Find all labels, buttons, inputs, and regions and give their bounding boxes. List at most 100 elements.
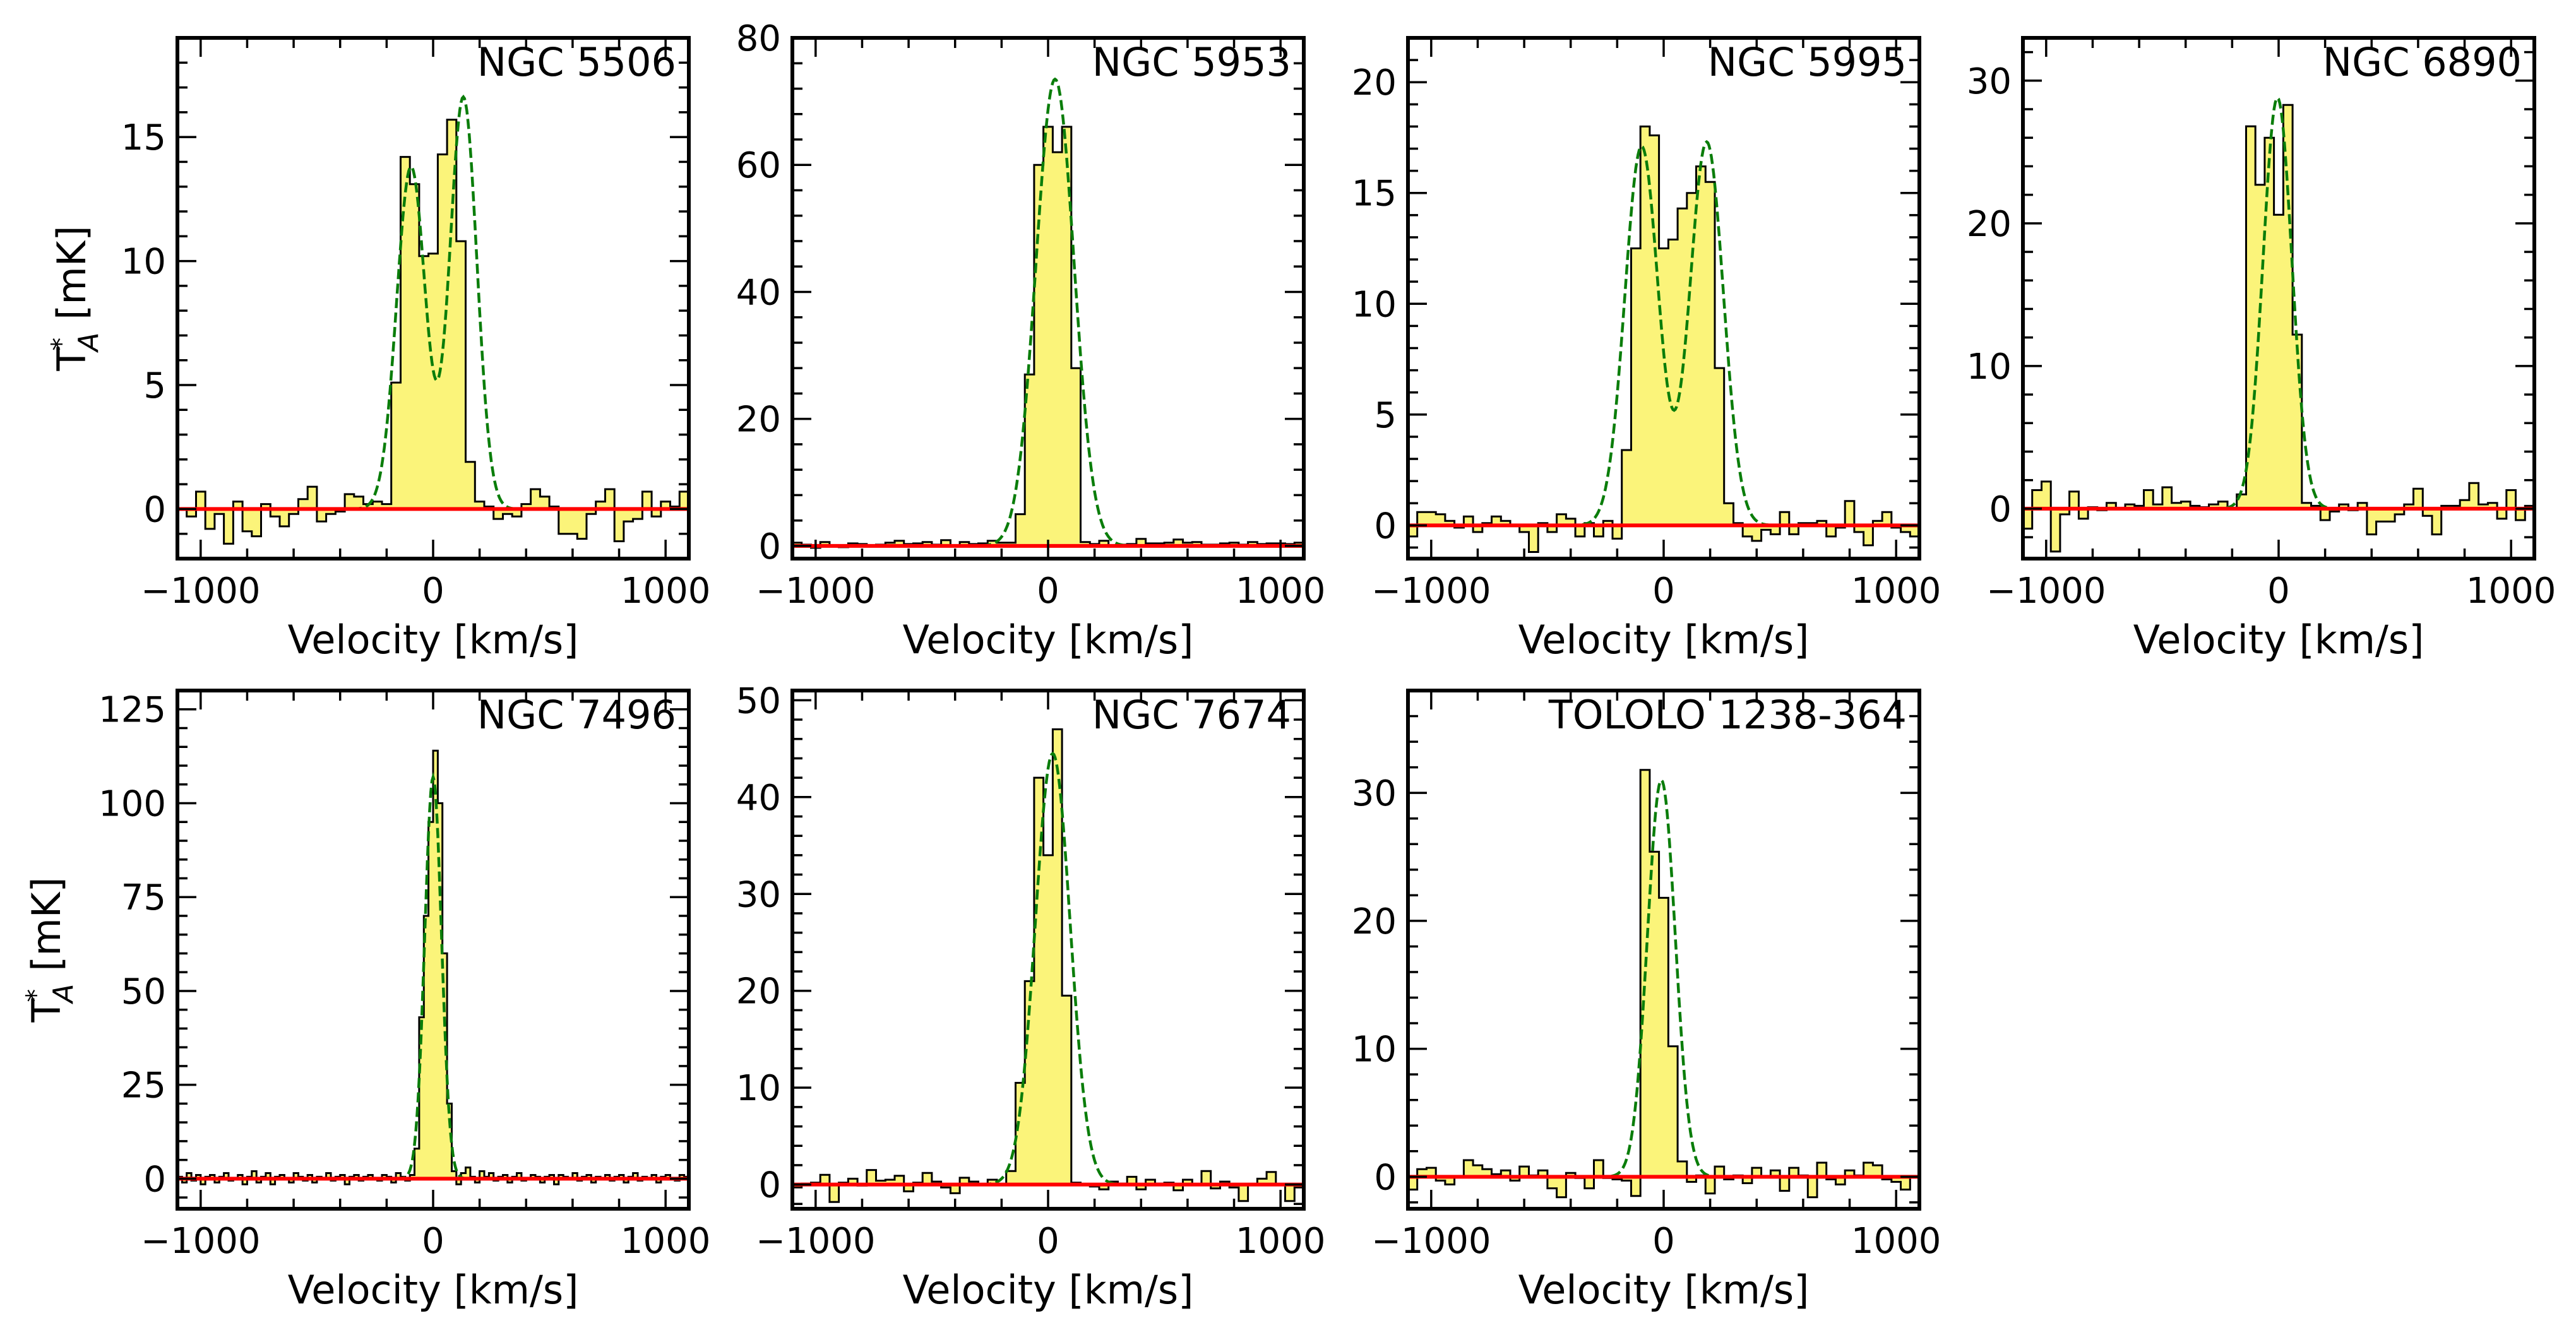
y-tick-label: 0	[758, 526, 781, 567]
x-axis-label: Velocity [km/s]	[903, 1267, 1194, 1313]
y-tick-label: 80	[736, 18, 781, 59]
y-axis-label-part: A	[73, 333, 105, 353]
y-ticks	[1408, 37, 1919, 549]
y-tick-label: 0	[758, 1165, 781, 1206]
plot-area	[2023, 95, 2534, 553]
x-ticks	[1430, 691, 1897, 1209]
x-ticks	[814, 38, 1282, 559]
spectrum-step-line	[2023, 104, 2534, 553]
spectrum-step-line	[1408, 125, 1919, 553]
plot-area	[792, 77, 1304, 549]
y-tick-label: 0	[1989, 489, 2012, 530]
y-tick-label: 15	[1352, 174, 1397, 215]
x-tick-label: 1000	[1236, 571, 1326, 612]
x-tick-label: 0	[1652, 571, 1675, 612]
spectrum-step-line	[177, 119, 689, 545]
plot-area	[177, 94, 689, 545]
y-tick-label: 0	[1374, 506, 1397, 547]
spectrum-panel: 0 10 20 30 −1000 0 1000 Velocity [km/s] NGC 6890	[1967, 36, 2556, 663]
x-axis-label: Velocity [km/s]	[288, 1267, 579, 1313]
panel-name-label: NGC 5995	[1708, 39, 1907, 85]
x-tick-label: 1000	[2466, 571, 2556, 612]
y-tick-label: 10	[1352, 1029, 1397, 1071]
panel-name-label: NGC 7674	[1092, 692, 1291, 738]
y-axis-label-part: *	[20, 989, 51, 1002]
y-axis-label-part: T	[49, 347, 95, 372]
y-tick-label: 60	[736, 145, 781, 186]
y-tick-label: 0	[143, 1159, 166, 1200]
x-tick-label: 0	[1037, 571, 1059, 612]
x-tick-label: 1000	[621, 1221, 711, 1262]
spectrum-panel: 0 5 10 15 20 −1000 0 1000 Velocity [km/s] NGC 599…	[1352, 36, 1941, 663]
y-axis-label-part: T	[23, 998, 69, 1023]
spectrum-panel: 0 10 20 30 −1000 0 1000 Velocity [km/s] TOLOLO 1…	[1352, 689, 1941, 1313]
x-tick-label: −1000	[141, 571, 260, 612]
y-tick-label: 10	[736, 1068, 781, 1109]
gaussian-fit-line	[792, 751, 1304, 1186]
y-tick-label: 5	[1374, 395, 1397, 436]
spectrum-fill	[792, 729, 1304, 1202]
x-tick-label: 1000	[621, 571, 711, 612]
x-tick-label: 0	[2267, 571, 2290, 612]
spectrum-panel: 0 10 20 30 40 50 −1000 0 1000 Velocity [km/s] NGC …	[736, 680, 1326, 1313]
y-tick-label: 10	[1352, 284, 1397, 325]
spectrum-step-line	[1408, 769, 1919, 1199]
x-tick-label: −1000	[1986, 571, 2106, 612]
x-tick-label: 1000	[1851, 571, 1941, 612]
x-tick-label: 0	[422, 1221, 444, 1262]
spectrum-fill	[177, 119, 689, 544]
x-ticks	[200, 38, 667, 559]
panel-name-label: NGC 5506	[477, 39, 676, 85]
spectrum-fill	[2023, 105, 2534, 552]
x-tick-label: 0	[1037, 1221, 1059, 1262]
y-tick-label: 5	[143, 365, 166, 406]
panel-name-label: TOLOLO 1238-364	[1548, 692, 1907, 738]
plot-area	[177, 749, 689, 1185]
y-axis-label-part: A	[47, 984, 80, 1005]
y-tick-label: 20	[1352, 901, 1397, 942]
y-tick-label: 10	[1967, 347, 2012, 388]
y-tick-label: 30	[1352, 773, 1397, 814]
x-ticks	[200, 691, 667, 1209]
y-axis-label-part: *	[45, 338, 76, 351]
x-axis-label: Velocity [km/s]	[903, 617, 1194, 663]
panel-name-label: NGC 6890	[2323, 39, 2522, 85]
y-tick-label: 40	[736, 778, 781, 819]
spectrum-panel: 0 25 50 75 100 125 −1000 0 1000 Velocity [km/s] NG…	[20, 689, 711, 1313]
y-tick-label: 20	[736, 971, 781, 1012]
y-tick-label: 25	[121, 1065, 166, 1107]
y-tick-label: 15	[121, 117, 166, 158]
x-tick-label: 0	[422, 571, 444, 612]
y-tick-label: 100	[98, 783, 166, 824]
y-ticks	[2023, 50, 2534, 538]
x-tick-label: −1000	[756, 1221, 875, 1262]
y-tick-label: 50	[121, 971, 166, 1012]
x-tick-label: −1000	[141, 1221, 260, 1262]
x-axis-label: Velocity [km/s]	[288, 617, 579, 663]
y-axis-label-part: [mK]	[23, 877, 69, 983]
x-tick-label: −1000	[1371, 1221, 1491, 1262]
y-ticks	[792, 699, 1304, 1206]
x-ticks	[2045, 38, 2512, 559]
plot-area	[1408, 125, 1919, 553]
panel-name-label: NGC 7496	[477, 692, 676, 738]
y-ticks	[177, 689, 689, 1199]
y-axis-label: T*A [mK]	[20, 877, 80, 1023]
x-tick-label: 1000	[1851, 1221, 1941, 1262]
y-tick-label: 20	[736, 400, 781, 441]
panel-name-label: NGC 5953	[1092, 39, 1291, 85]
y-tick-label: 50	[736, 680, 781, 721]
x-tick-label: 1000	[1236, 1221, 1326, 1262]
y-axis-label-part: [mK]	[49, 225, 95, 332]
y-tick-label: 20	[1967, 204, 2012, 245]
x-tick-label: 0	[1652, 1221, 1675, 1262]
y-ticks	[792, 37, 1304, 547]
y-tick-label: 10	[121, 242, 166, 283]
y-tick-label: 125	[98, 690, 166, 731]
spectrum-fill	[177, 751, 689, 1185]
plot-area	[792, 728, 1304, 1203]
plot-area	[1408, 769, 1919, 1199]
x-ticks	[1430, 38, 1897, 559]
y-ticks	[1408, 689, 1919, 1204]
